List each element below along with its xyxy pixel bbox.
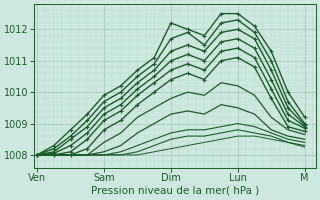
X-axis label: Pression niveau de la mer( hPa ): Pression niveau de la mer( hPa ) (91, 186, 259, 196)
